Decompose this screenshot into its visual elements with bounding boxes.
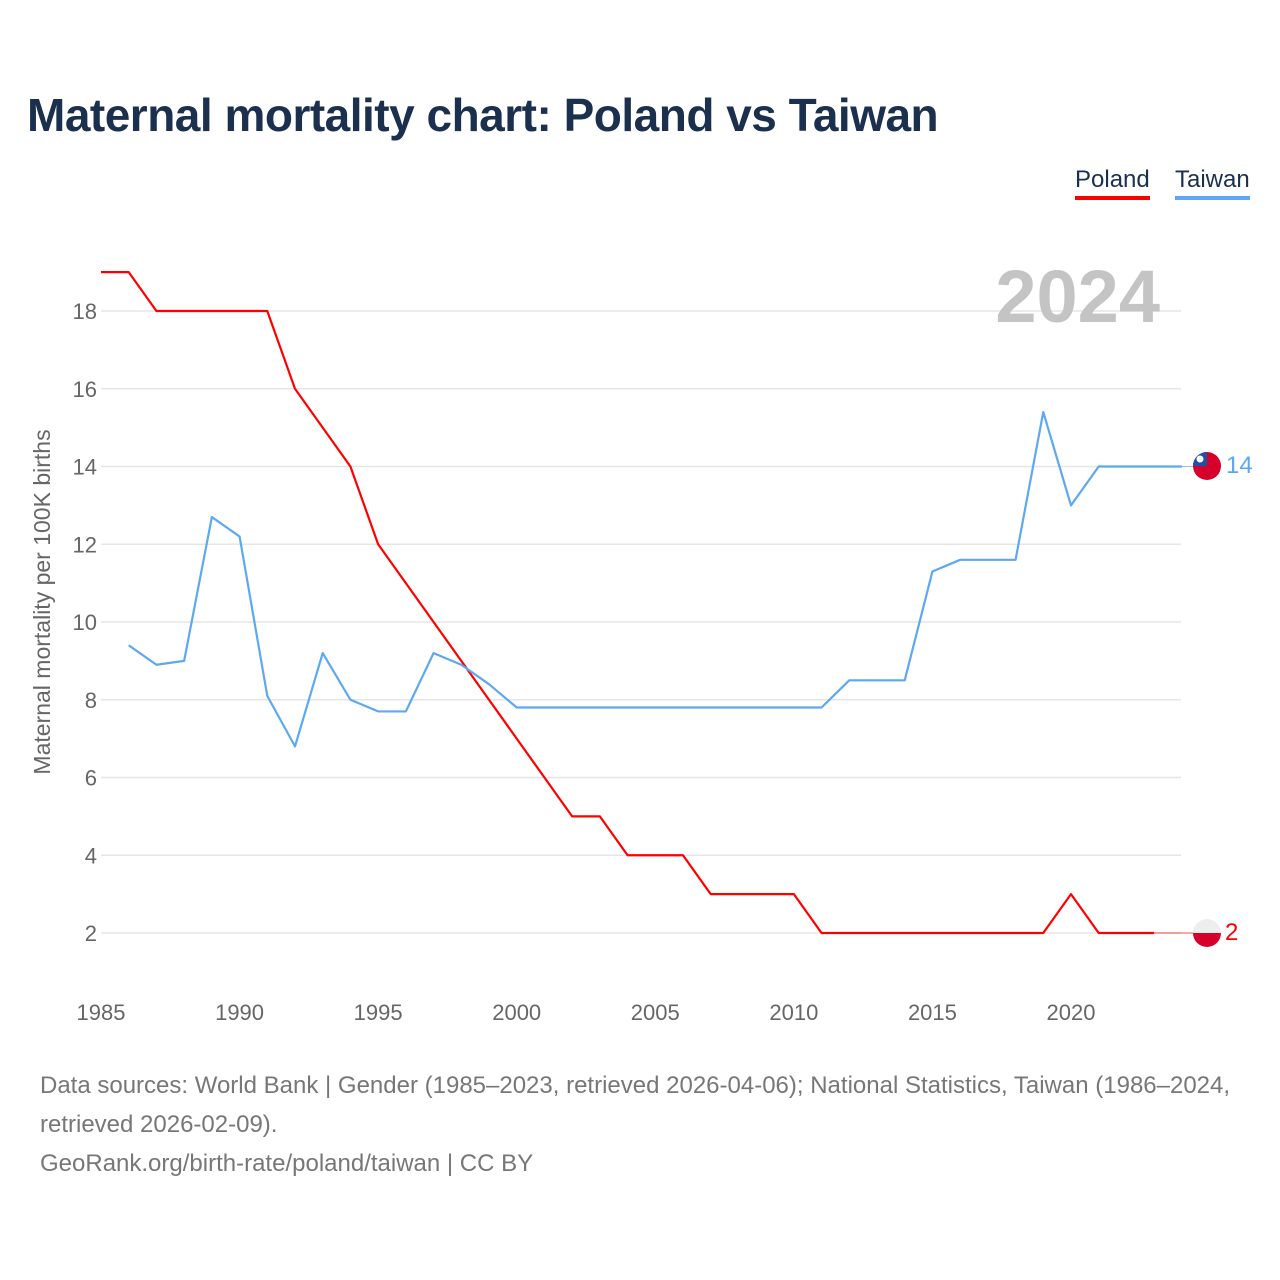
year-label: 2024 xyxy=(995,255,1160,338)
x-tick-label: 2000 xyxy=(492,1000,541,1025)
y-axis-label: Maternal mortality per 100K births xyxy=(29,429,55,774)
poland-flag-icon xyxy=(1193,919,1221,947)
poland-line xyxy=(101,271,1155,935)
line-chart: 2024 Maternal mortality per 100K births … xyxy=(29,255,1253,1025)
y-tick-label: 2 xyxy=(85,921,97,946)
source-link[interactable]: GeoRank.org/birth-rate/poland/taiwan | C… xyxy=(40,1150,534,1177)
x-tick-label: 1995 xyxy=(354,1000,403,1025)
x-tick-label: 1985 xyxy=(77,1000,126,1025)
taiwan-end-label: 14 xyxy=(1226,452,1253,479)
y-tick-label: 8 xyxy=(85,688,97,713)
y-tick-label: 12 xyxy=(73,532,97,557)
legend-poland[interactable]: Poland xyxy=(1075,166,1150,200)
legend-taiwan[interactable]: Taiwan xyxy=(1175,166,1250,200)
source-text: Data sources: World Bank | Gender (1985–… xyxy=(40,1072,1231,1138)
y-tick-label: 16 xyxy=(73,377,97,402)
x-tick-label: 2015 xyxy=(908,1000,957,1025)
y-tick-label: 6 xyxy=(85,766,97,791)
poland-end-label: 2 xyxy=(1225,919,1238,946)
taiwan-line xyxy=(128,410,1182,748)
y-tick-label: 14 xyxy=(73,455,97,480)
taiwan-flag-icon xyxy=(1193,452,1221,480)
chart-title: Maternal mortality chart: Poland vs Taiw… xyxy=(27,89,939,141)
x-tick-label: 2010 xyxy=(769,1000,818,1025)
source-note: Data sources: World Bank | Gender (1985–… xyxy=(40,1066,1240,1183)
x-tick-label: 2005 xyxy=(631,1000,680,1025)
y-tick-label: 10 xyxy=(73,610,97,635)
y-tick-label: 4 xyxy=(85,843,97,868)
y-tick-label: 18 xyxy=(73,299,97,324)
x-tick-label: 2020 xyxy=(1047,1000,1096,1025)
x-tick-label: 1990 xyxy=(215,1000,264,1025)
